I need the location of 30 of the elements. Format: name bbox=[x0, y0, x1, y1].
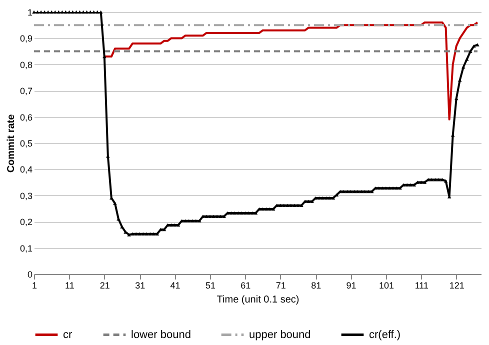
y-tick-label: 0,1 bbox=[20, 243, 32, 254]
x-tick-label: 91 bbox=[346, 280, 356, 290]
y-tick-label: 1 bbox=[27, 8, 32, 18]
y-tick-label: 0 bbox=[27, 270, 32, 280]
y-tick-label: 0,3 bbox=[20, 190, 32, 201]
legend-label: lower bound bbox=[131, 328, 191, 341]
y-tick-label: 0,8 bbox=[20, 60, 32, 70]
x-tick-label: 41 bbox=[170, 280, 180, 290]
y-tick-label: 0,2 bbox=[20, 217, 32, 228]
x-tick-label: 31 bbox=[135, 280, 146, 290]
x-tick-label: 81 bbox=[311, 280, 322, 290]
x-axis-title: Time (unit 0.1 sec) bbox=[216, 294, 300, 306]
line-series bbox=[103, 21, 478, 120]
x-tick-label: 61 bbox=[240, 280, 251, 290]
y-tick-label: 0,7 bbox=[20, 86, 32, 96]
x-tick-label: 11 bbox=[65, 280, 74, 290]
legend-label: cr(eff.) bbox=[369, 328, 401, 341]
x-tick-label: 51 bbox=[205, 280, 216, 290]
x-tick-label: 121 bbox=[449, 280, 464, 290]
legend-label: cr bbox=[63, 328, 72, 341]
x-tick-label: 101 bbox=[378, 280, 394, 290]
x-tick-label: 71 bbox=[276, 280, 286, 290]
legend-label: upper bound bbox=[249, 328, 311, 341]
y-tick-label: 0,5 bbox=[20, 138, 32, 148]
x-tick-label: 21 bbox=[100, 280, 110, 290]
y-tick-label: 0,9 bbox=[20, 34, 32, 44]
y-axis-title: Commit rate bbox=[6, 114, 17, 173]
y-tick-label: 0,4 bbox=[20, 164, 32, 175]
x-tick-label: 111 bbox=[414, 280, 429, 290]
y-tick-label: 0,6 bbox=[20, 112, 32, 122]
